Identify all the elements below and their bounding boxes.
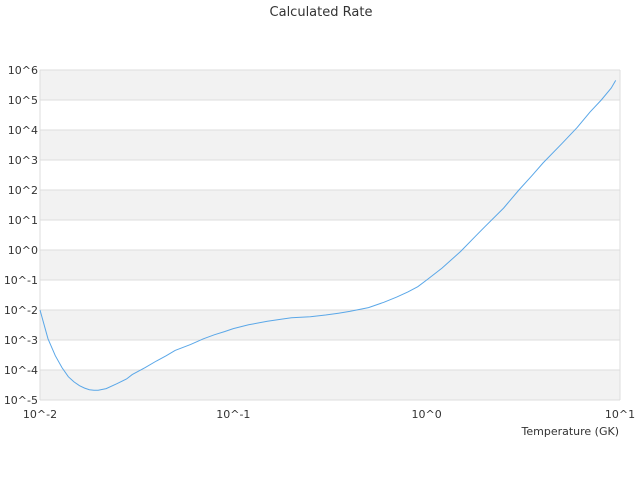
series-group xyxy=(39,80,617,391)
y-tick-labels: 10^-5 10^-4 10^-3 10^-2 10^-1 10^0 10^1 10^2 10^… xyxy=(4,64,38,407)
y-tick-label: 10^5 xyxy=(8,94,38,107)
grid-band xyxy=(40,70,620,100)
y-tick-label: 10^-5 xyxy=(4,394,38,407)
grid-band xyxy=(40,310,620,340)
y-tick-label: 10^0 xyxy=(8,244,38,257)
y-tick-label: 10^-4 xyxy=(4,364,38,377)
grid-band xyxy=(40,130,620,160)
y-tick-label: 10^1 xyxy=(8,214,38,227)
x-tick-label: 10^-2 xyxy=(23,408,57,421)
rate-series-line xyxy=(39,80,617,391)
y-tick-label: 10^6 xyxy=(8,64,38,77)
grid-band xyxy=(40,250,620,280)
grid-band xyxy=(40,370,620,400)
y-tick-label: 10^-3 xyxy=(4,334,38,347)
grid-band xyxy=(40,190,620,220)
y-tick-label: 10^-2 xyxy=(4,304,38,317)
grid-lines xyxy=(39,69,621,401)
x-tick-labels: 10^-2 10^-1 10^0 10^1 xyxy=(23,408,635,421)
y-tick-label: 10^3 xyxy=(8,154,38,167)
x-tick-label: 10^-1 xyxy=(216,408,250,421)
y-tick-label: 10^-1 xyxy=(4,274,38,287)
x-axis-label: Temperature (GK) xyxy=(521,425,620,438)
y-tick-label: 10^4 xyxy=(8,124,38,137)
y-tick-label: 10^2 xyxy=(8,184,38,197)
chart-title: Calculated Rate xyxy=(270,5,373,20)
grid-bands xyxy=(40,70,620,400)
x-tick-label: 10^1 xyxy=(605,408,635,421)
x-tick-label: 10^0 xyxy=(412,408,442,421)
